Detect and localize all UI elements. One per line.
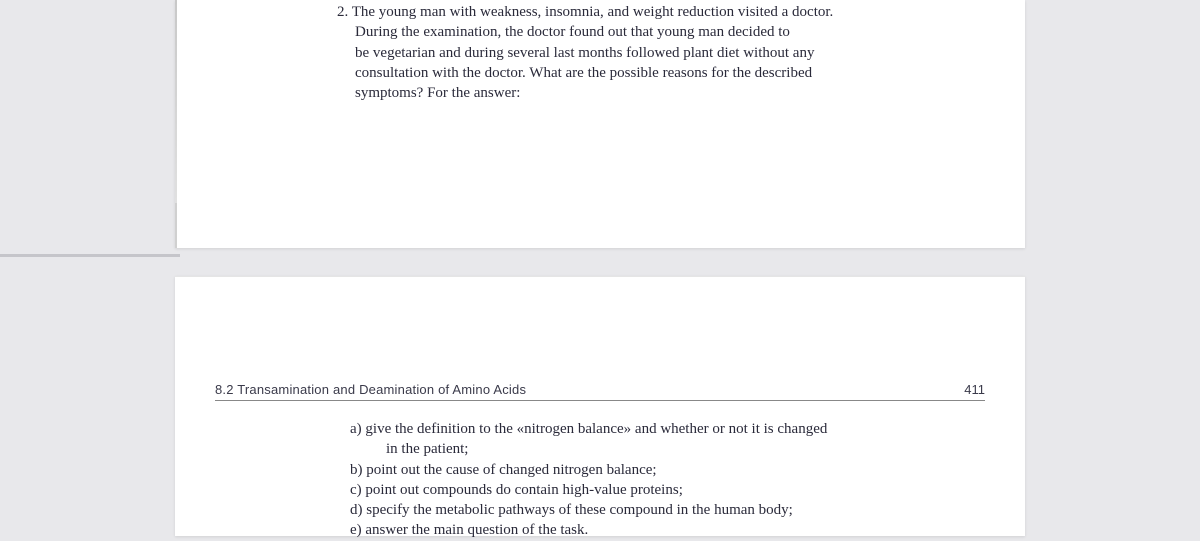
question-block: 2. The young man with weakness, insomnia… (207, 0, 995, 103)
page-number: 411 (964, 382, 985, 397)
answer-e: e) answer the main question of the task. (350, 520, 925, 540)
question-line-2: During the examination, the doctor found… (337, 22, 925, 42)
running-header: 8.2 Transamination and Deamination of Am… (215, 382, 985, 401)
answer-b: b) point out the cause of changed nitrog… (350, 460, 925, 480)
question-line-5: symptoms? For the answer: (337, 83, 925, 103)
answer-c: c) point out compounds do contain high-v… (350, 480, 925, 500)
question-number: 2. (337, 4, 348, 20)
question-line-3: be vegetarian and during several last mo… (337, 43, 925, 63)
page-lower: 8.2 Transamination and Deamination of Am… (175, 276, 1025, 536)
question-line-4: consultation with the doctor. What are t… (337, 63, 925, 83)
page-upper: 2. The young man with weakness, insomnia… (175, 0, 1025, 248)
question-line-1: The young man with weakness, insomnia, a… (352, 4, 834, 20)
answer-list: a) give the definition to the «nitrogen … (205, 419, 995, 541)
page-edge-shadow (0, 254, 180, 257)
document-container: 2. The young man with weakness, insomnia… (0, 0, 1200, 536)
section-title: 8.2 Transamination and Deamination of Am… (215, 382, 526, 397)
answer-a: a) give the definition to the «nitrogen … (350, 419, 925, 439)
answer-d: d) specify the metabolic pathways of the… (350, 500, 925, 520)
question-text: 2. The young man with weakness, insomnia… (337, 2, 925, 103)
answer-a-cont: in the patient; (350, 439, 925, 459)
